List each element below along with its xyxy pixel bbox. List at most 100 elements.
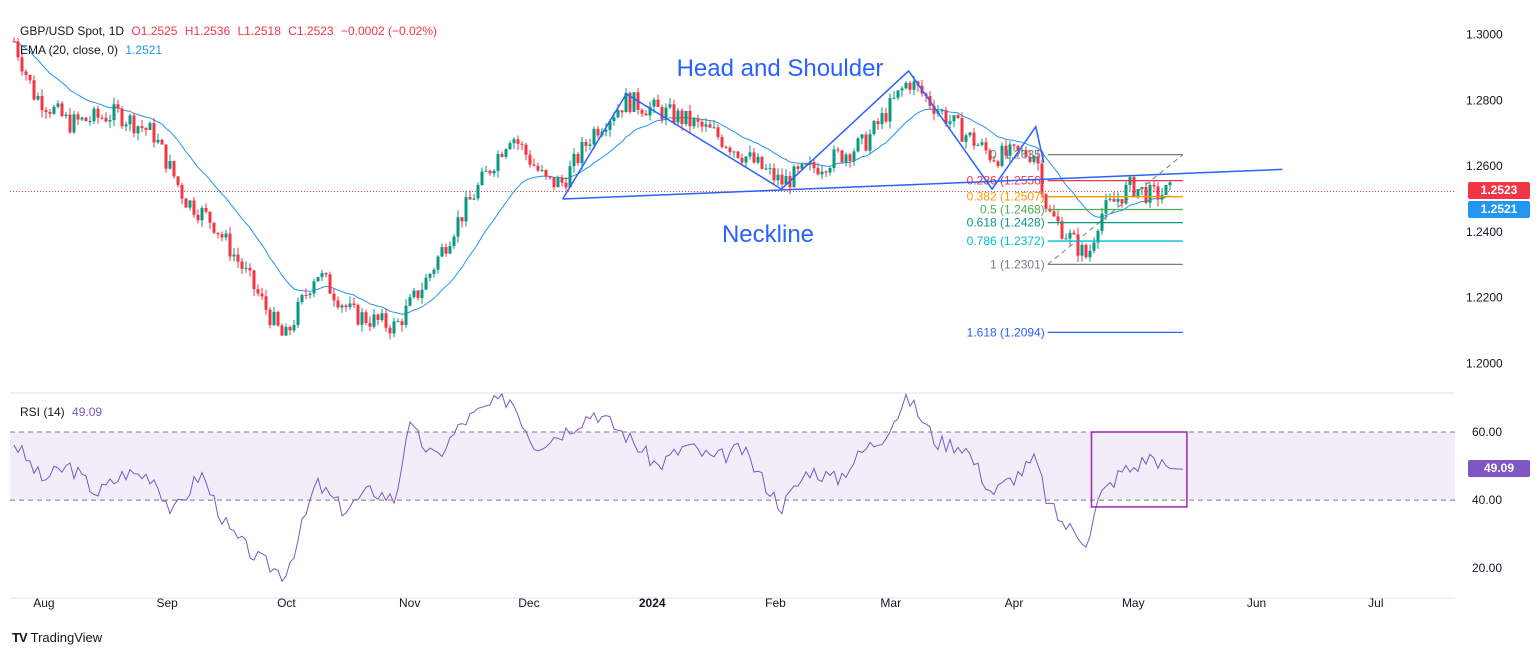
candle-body (580, 141, 584, 164)
candle-body (160, 139, 164, 145)
candle-body (420, 289, 424, 299)
candle-body (396, 321, 400, 323)
candle-body (1112, 199, 1116, 202)
candle-body (436, 256, 440, 270)
candle-body (892, 97, 896, 99)
candle-body (484, 170, 488, 172)
price-axis: 1.2000 1.2200 1.2400 1.2600 1.2800 1.3000 (1466, 28, 1503, 371)
candle-body (20, 57, 24, 72)
candle-body (992, 160, 996, 162)
candle-body (328, 274, 332, 294)
candle-body (268, 309, 272, 326)
candle-body (564, 182, 568, 188)
candle-body (224, 233, 228, 238)
time-tick-label: Jun (1247, 596, 1266, 610)
candle-body (168, 161, 172, 169)
fibonacci-retracement: 0 (1.2635)0.236 (1.2556)0.382 (1.2507)0.… (967, 148, 1184, 339)
candle-body (800, 164, 804, 169)
candle-body (772, 168, 776, 181)
candle-body (336, 300, 340, 308)
candle-body (288, 326, 292, 331)
candle-body (812, 162, 816, 169)
candle-body (684, 110, 688, 125)
candle-body (516, 139, 520, 144)
tradingview-logo[interactable]: TV TradingView (12, 630, 102, 645)
candle-body (596, 128, 600, 136)
price-grid (10, 190, 1455, 599)
candle-body (124, 124, 128, 127)
candle-body (876, 121, 880, 125)
fib-level-label: 0.5 (1.2468) (980, 203, 1045, 217)
time-tick-label: 2024 (639, 596, 666, 610)
candle-body (828, 168, 832, 173)
candle-body (56, 103, 60, 107)
tradingview-logo-icon: TV (12, 630, 28, 645)
candle-body (188, 200, 192, 208)
candle-body (440, 247, 444, 257)
candle-body (708, 124, 712, 128)
candle-body (128, 115, 132, 125)
candle-body (584, 141, 588, 146)
candle-body (52, 106, 56, 114)
rsi-panel: 20.00 40.00 60.00 (10, 392, 1502, 583)
candle-body (312, 281, 316, 294)
candle-body (208, 211, 212, 223)
time-tick-label: May (1122, 596, 1145, 610)
head-and-shoulder-pattern: Head and Shoulder Neckline (562, 55, 1283, 248)
candle-body (700, 121, 704, 127)
candle-body (356, 305, 360, 325)
candle-body (1104, 200, 1108, 214)
pattern-zigzag-line (562, 69, 1045, 200)
candle-body (712, 127, 716, 129)
candle-body (1084, 244, 1088, 258)
candle-body (80, 117, 84, 120)
candle-body (1052, 211, 1056, 217)
candle-body (820, 171, 824, 175)
candle-body (220, 234, 224, 238)
neckline-line (562, 168, 1283, 200)
symbol-title: GBP/USD Spot, 1D (20, 24, 125, 38)
candle-body (1060, 221, 1064, 239)
candle-body (264, 296, 268, 310)
candle-body (868, 134, 872, 151)
candle-body (1124, 184, 1128, 204)
ema-label: EMA (20, close, 0) (20, 43, 119, 57)
candle-body (552, 177, 556, 188)
price-tick-label: 1.2200 (1466, 291, 1503, 305)
candle-body (1004, 145, 1008, 156)
candle-body (1108, 199, 1112, 201)
candle-body (656, 99, 660, 107)
candles (12, 37, 1172, 340)
ema-legend[interactable]: EMA (20, close, 0) 1.2521 (20, 43, 166, 57)
candle-body (672, 104, 676, 123)
rsi-legend[interactable]: RSI (14) 49.09 (20, 405, 106, 419)
candle-body (84, 117, 88, 122)
candle-body (964, 135, 968, 142)
candle-body (1044, 194, 1048, 209)
candle-body (360, 312, 364, 325)
candle-body (816, 168, 820, 175)
candle-body (780, 174, 784, 185)
ema-20-line (13, 41, 1171, 315)
candle-body (824, 171, 828, 173)
candle-body (468, 197, 472, 200)
candle-body (432, 269, 436, 274)
candle-body (624, 92, 628, 113)
candle-body (640, 109, 644, 114)
candle-body (96, 108, 100, 118)
candle-body (1056, 216, 1060, 222)
candle-body (680, 110, 684, 125)
candle-body (388, 327, 392, 334)
low-value: L1.2518 (237, 24, 281, 38)
candle-body (904, 82, 908, 89)
candle-body (304, 294, 308, 296)
candle-body (48, 111, 52, 114)
candle-body (972, 132, 976, 146)
candle-body (448, 245, 452, 254)
candle-body (460, 217, 464, 222)
candle-body (444, 247, 448, 254)
candle-body (560, 177, 564, 183)
candle-body (1116, 199, 1120, 202)
candle-body (804, 164, 808, 166)
